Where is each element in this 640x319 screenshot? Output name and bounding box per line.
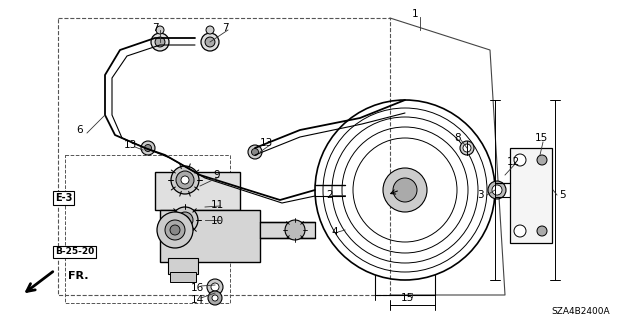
Circle shape (170, 225, 180, 235)
Text: SZA4B2400A: SZA4B2400A (552, 307, 610, 315)
Circle shape (157, 212, 193, 248)
Text: 5: 5 (560, 190, 566, 200)
Circle shape (141, 141, 155, 155)
Circle shape (177, 212, 193, 228)
Text: 6: 6 (77, 125, 83, 135)
Text: 14: 14 (190, 295, 204, 305)
Ellipse shape (169, 197, 201, 211)
Circle shape (207, 279, 223, 295)
Bar (168, 258, 198, 274)
Circle shape (285, 220, 305, 240)
Bar (260, 222, 315, 238)
Text: 15: 15 (534, 133, 548, 143)
Text: 10: 10 (211, 216, 223, 226)
Bar (160, 210, 260, 262)
Circle shape (201, 33, 219, 51)
Text: 4: 4 (332, 227, 339, 237)
Circle shape (206, 26, 214, 34)
Circle shape (171, 166, 199, 194)
Circle shape (463, 144, 471, 152)
Text: 8: 8 (454, 133, 461, 143)
Circle shape (172, 207, 198, 233)
Text: 12: 12 (506, 157, 520, 167)
Bar (65, 155, 230, 303)
Bar (155, 172, 240, 210)
Circle shape (252, 149, 259, 155)
Circle shape (165, 220, 185, 240)
Circle shape (537, 155, 547, 165)
Circle shape (176, 171, 194, 189)
Circle shape (181, 216, 189, 224)
Bar (170, 272, 196, 282)
Circle shape (514, 225, 526, 237)
Text: 7: 7 (152, 23, 158, 33)
Bar (58, 18, 390, 295)
Circle shape (212, 295, 218, 301)
Circle shape (393, 178, 417, 202)
Text: E-3: E-3 (55, 193, 72, 203)
Text: B-25-20: B-25-20 (55, 248, 94, 256)
Circle shape (205, 37, 215, 47)
Circle shape (537, 226, 547, 236)
Text: 11: 11 (211, 200, 223, 210)
Circle shape (208, 291, 222, 305)
Ellipse shape (175, 200, 195, 208)
Text: 15: 15 (401, 293, 413, 303)
Circle shape (211, 283, 219, 291)
Circle shape (248, 145, 262, 159)
Circle shape (514, 154, 526, 166)
Text: 13: 13 (259, 138, 273, 148)
Circle shape (151, 33, 169, 51)
Text: 13: 13 (124, 140, 136, 150)
Text: 16: 16 (190, 283, 204, 293)
Text: 9: 9 (214, 170, 220, 180)
Text: 1: 1 (412, 9, 419, 19)
Circle shape (460, 141, 474, 155)
Text: 7: 7 (221, 23, 228, 33)
Circle shape (145, 145, 152, 152)
Circle shape (156, 26, 164, 34)
Text: FR.: FR. (68, 271, 88, 281)
Text: 2: 2 (326, 190, 333, 200)
Bar (510, 148, 552, 243)
Circle shape (155, 37, 165, 47)
Circle shape (181, 176, 189, 184)
Text: 3: 3 (477, 190, 483, 200)
Circle shape (488, 181, 506, 199)
Circle shape (383, 168, 427, 212)
Circle shape (492, 185, 502, 195)
